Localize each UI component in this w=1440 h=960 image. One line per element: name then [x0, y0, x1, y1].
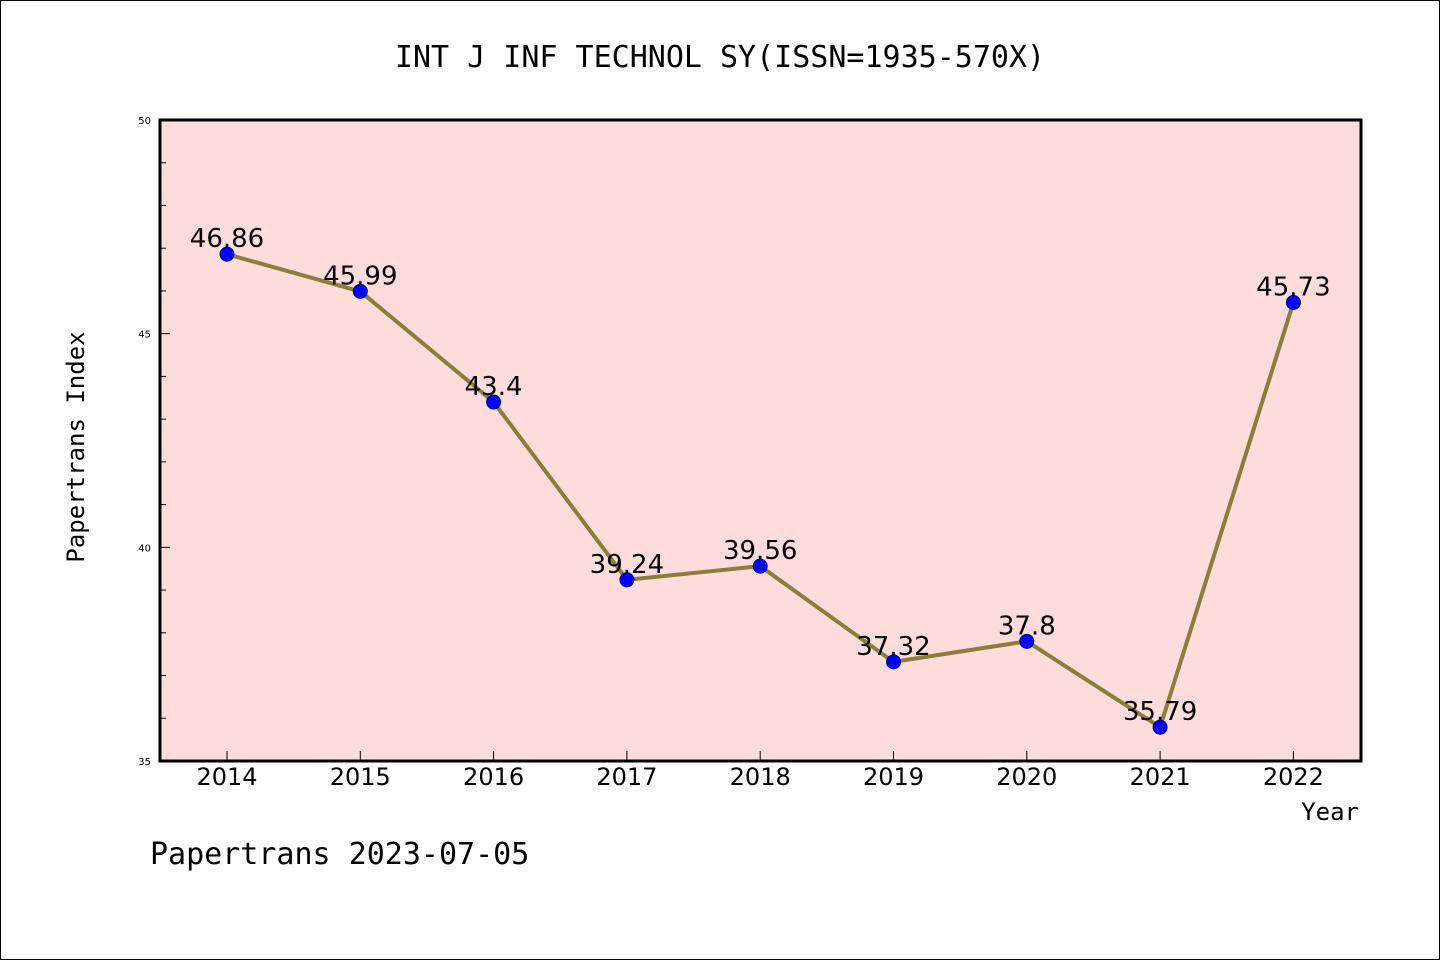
chart-title: INT J INF TECHNOL SY(ISSN=1935-570X) — [395, 40, 1045, 75]
footer-credit: Papertrans 2023-07-05 — [150, 837, 529, 872]
x-tick-label: 2014 — [196, 763, 257, 791]
x-tick-label: 2017 — [596, 763, 657, 791]
y-tick-label: 40 — [138, 543, 151, 554]
data-point — [886, 654, 901, 670]
data-labels: 46.86 45.99 43.4 39.24 39.56 37.32 37.8 35.79 45… — [190, 224, 1331, 727]
y-tick-label: 45 — [138, 330, 151, 341]
x-tick-label: 2016 — [463, 763, 524, 791]
x-tick-label: 2022 — [1263, 763, 1324, 791]
data-point — [486, 394, 502, 410]
data-label: 45.73 — [1256, 272, 1330, 302]
data-point — [1285, 294, 1301, 310]
data-label: 37.8 — [998, 611, 1056, 641]
plot-area — [158, 118, 1363, 763]
data-label: 39.56 — [723, 536, 797, 566]
y-tick-label: 50 — [138, 116, 151, 127]
data-point — [1019, 633, 1035, 649]
data-point — [619, 572, 635, 588]
data-label: 46.86 — [190, 224, 264, 254]
series — [219, 246, 1301, 735]
x-tick-label: 2021 — [1130, 763, 1191, 791]
data-point — [752, 558, 768, 574]
x-tick-label: 2020 — [996, 763, 1057, 791]
data-point — [219, 246, 235, 262]
x-axis: 2014 2015 2016 2017 2018 2019 2020 2021 2022 — [196, 751, 1324, 791]
data-label: 39.24 — [590, 550, 664, 580]
data-label: 43.4 — [465, 372, 523, 402]
data-point — [352, 283, 368, 299]
data-label: 45.99 — [323, 261, 397, 291]
x-tick-label: 2018 — [730, 763, 791, 791]
x-axis-label: Year — [1301, 798, 1359, 826]
y-axis: 35 40 45 50 — [138, 116, 170, 768]
data-label: 35.79 — [1123, 697, 1197, 727]
data-label: 37.32 — [856, 632, 930, 662]
y-axis-label: Papertrans Index — [62, 331, 90, 562]
data-point — [1152, 719, 1168, 735]
x-tick-label: 2015 — [330, 763, 391, 791]
y-tick-label: 35 — [138, 757, 151, 768]
x-tick-label: 2019 — [863, 763, 924, 791]
